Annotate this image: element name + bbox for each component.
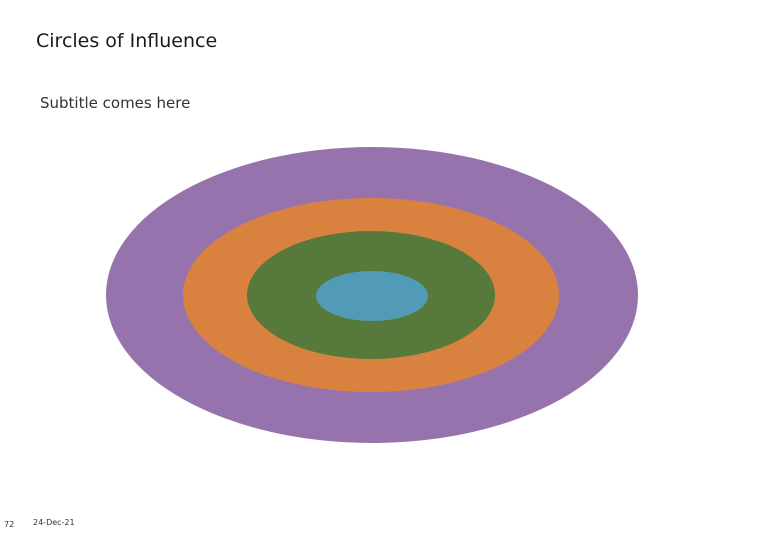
inner-circle bbox=[316, 271, 428, 321]
slide-title: Circles of Influence bbox=[36, 30, 218, 52]
footer-date: 24-Dec-21 bbox=[33, 518, 75, 527]
slide-subtitle: Subtitle comes here bbox=[40, 94, 191, 112]
page-number: 72 bbox=[4, 520, 15, 529]
